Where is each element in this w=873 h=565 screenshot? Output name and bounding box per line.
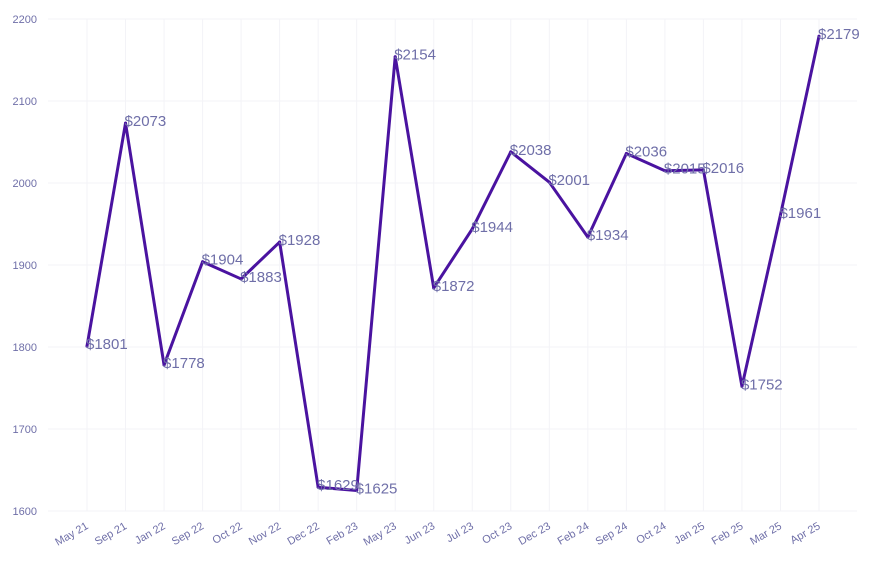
x-tick-label: Dec 23	[517, 520, 553, 548]
data-label: $1625	[356, 481, 398, 498]
x-tick-label: Apr 25	[788, 520, 822, 547]
data-point	[778, 213, 782, 217]
x-tick-label: Sep 22	[170, 520, 206, 548]
data-label: $2016	[702, 160, 744, 177]
data-label: $1752	[741, 376, 783, 393]
data-label: $1778	[163, 355, 205, 372]
data-label: $2036	[625, 143, 667, 160]
x-tick-label: May 21	[53, 520, 90, 548]
x-tick-label: Oct 23	[480, 520, 514, 547]
y-tick-label: 2200	[13, 14, 37, 26]
data-point	[547, 180, 551, 184]
x-tick-label: Feb 25	[710, 520, 746, 548]
data-point	[201, 260, 205, 264]
x-tick-label: Mar 25	[748, 520, 784, 548]
y-axis: 1600 1700 1800 1900 2000 2100 2200	[13, 14, 37, 518]
y-tick-label: 1600	[13, 506, 37, 518]
x-axis: May 21 Sep 21 Jan 22 Sep 22 Oct 22 Nov 22 Dec …	[53, 520, 822, 548]
data-point	[393, 55, 397, 59]
data-label: $1872	[433, 278, 475, 295]
data-point	[509, 150, 513, 154]
series	[85, 34, 821, 492]
data-label: $2179	[818, 26, 860, 43]
data-point	[663, 169, 667, 173]
data-point	[701, 168, 705, 172]
grid	[48, 18, 857, 512]
data-point	[624, 151, 628, 155]
x-tick-label: Sep 21	[93, 520, 129, 548]
data-label: $1883	[240, 269, 282, 286]
data-label: $1944	[471, 219, 513, 236]
x-tick-label: Oct 22	[211, 520, 245, 547]
data-label: $1961	[779, 205, 821, 222]
data-point	[817, 34, 821, 38]
data-label: $1801	[86, 336, 128, 353]
y-tick-label: 1900	[13, 260, 37, 272]
data-label: $1934	[587, 227, 629, 244]
data-label: $2001	[548, 172, 590, 189]
x-tick-label: Oct 24	[634, 520, 668, 547]
data-point	[740, 384, 744, 388]
data-point	[586, 235, 590, 239]
data-point	[239, 277, 243, 281]
x-tick-label: Jan 25	[672, 520, 707, 547]
x-tick-label: Jul 23	[444, 520, 475, 545]
x-tick-label: Jun 23	[403, 520, 438, 547]
data-label: $2154	[394, 47, 436, 64]
x-tick-label: May 23	[361, 520, 398, 548]
data-label: $2038	[510, 142, 552, 159]
data-point	[124, 121, 128, 125]
series-line	[85, 34, 821, 492]
data-point	[432, 286, 436, 290]
y-tick-label: 2100	[13, 96, 37, 108]
data-point	[85, 344, 89, 348]
x-tick-label: Sep 24	[594, 520, 630, 548]
data-point	[162, 363, 166, 367]
data-label: $2015	[664, 161, 706, 178]
data-label: $2073	[125, 113, 167, 130]
data-label: $1904	[202, 252, 244, 269]
x-tick-label: Jan 22	[133, 520, 168, 547]
x-tick-label: Feb 24	[556, 520, 592, 548]
data-point	[470, 227, 474, 231]
x-tick-label: Feb 23	[325, 520, 361, 548]
data-point	[316, 485, 320, 489]
x-tick-label: Dec 22	[285, 520, 321, 548]
y-tick-label: 1700	[13, 424, 37, 436]
x-tick-label: Nov 22	[247, 520, 283, 548]
data-point	[355, 489, 359, 492]
data-point	[278, 240, 282, 244]
data-labels: $1801 $2073 $1778 $1904$1883 $1928 $1629$1625…	[86, 26, 860, 497]
data-label: $1629	[317, 477, 359, 494]
y-tick-label: 1800	[13, 342, 37, 354]
data-label: $1928	[279, 232, 321, 249]
y-tick-label: 2000	[13, 178, 37, 190]
